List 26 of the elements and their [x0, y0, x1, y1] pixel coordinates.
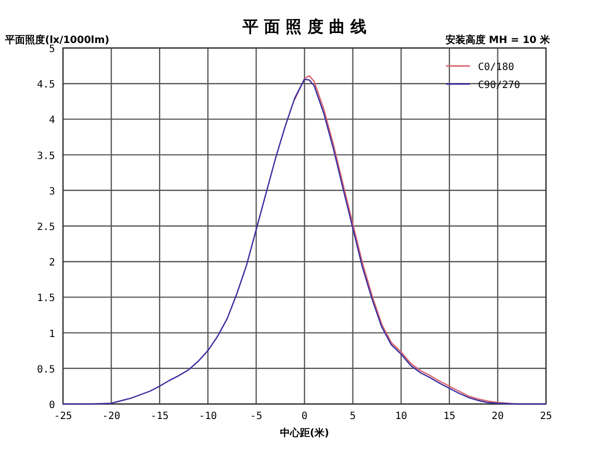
x-tick-label: 5	[350, 411, 356, 422]
y-tick-label: 2	[48, 258, 55, 269]
y-axis-title: 平面照度(lx/1000lm)	[4, 34, 110, 46]
y-tick-label: 5	[48, 44, 55, 55]
x-tick-label: -5	[250, 411, 262, 422]
y-tick-label: 2.5	[36, 222, 55, 233]
y-tick-label: 4	[48, 115, 55, 126]
x-tick-label: 20	[492, 411, 504, 422]
y-tick-label: 3	[48, 186, 55, 198]
y-tick-label: 0	[48, 400, 55, 411]
y-tick-label: 0.5	[36, 364, 55, 376]
x-tick-label: -15	[150, 411, 169, 422]
y-tick-label: 4.5	[36, 80, 55, 91]
text: 安装高度 MH = 10 米	[445, 34, 551, 46]
x-axis-title: 中心距(米)	[280, 427, 330, 439]
x-tick-label: -25	[54, 411, 72, 422]
x-tick-label: -10	[198, 411, 217, 422]
x-tick-label: 0	[301, 411, 308, 422]
chart-title: 平 面 照 度 曲 线	[242, 17, 366, 36]
x-tick-label: 25	[540, 411, 552, 422]
y-tick-label: 1.5	[36, 293, 55, 304]
y-tick-label: 3.5	[36, 150, 55, 162]
y-tick-label: 1	[48, 328, 55, 340]
x-tick-label: -20	[102, 411, 120, 422]
x-tick-label: 10	[395, 411, 408, 422]
x-tick-label: 15	[443, 411, 456, 422]
